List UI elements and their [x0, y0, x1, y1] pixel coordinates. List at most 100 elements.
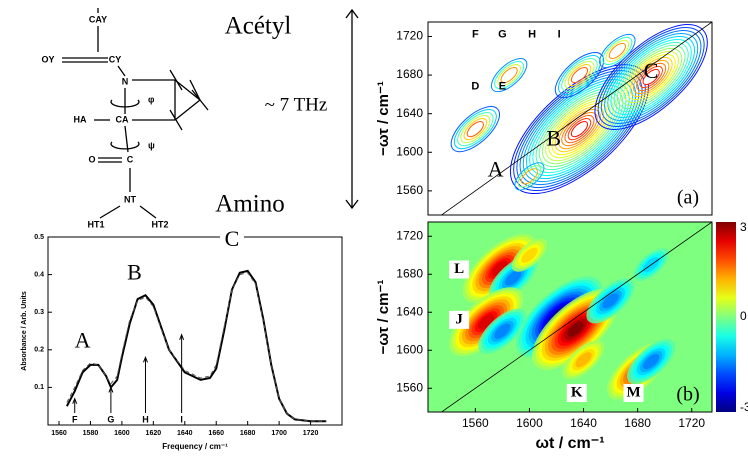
contour-level	[491, 260, 508, 277]
peak-label: M	[626, 384, 640, 400]
atom: HT2	[151, 219, 168, 229]
amino-label: Amino	[215, 191, 284, 218]
x-tick-label: 1640	[570, 416, 597, 430]
y-tick-label: 0.1	[34, 384, 44, 391]
contour-field	[428, 222, 712, 412]
contour-level	[567, 64, 592, 87]
atom: N	[122, 76, 129, 86]
atom: CAY	[89, 14, 107, 24]
x-tick-label: 1660	[208, 430, 224, 437]
label-bg	[623, 384, 644, 402]
contour-level	[558, 109, 601, 150]
contour-level	[532, 85, 627, 174]
contour-level	[602, 36, 633, 66]
atom: NT	[124, 194, 136, 204]
peak	[450, 106, 500, 153]
contour-level	[505, 270, 522, 286]
contour-level	[600, 30, 702, 124]
x-axis-title: Frequency / cm⁻¹	[162, 442, 228, 451]
peak-label: J	[455, 311, 463, 327]
atom: HA	[74, 114, 87, 124]
contour-level	[460, 115, 491, 144]
contour-level	[639, 65, 663, 89]
x-tick-label: 1580	[83, 430, 99, 437]
contour-level	[632, 59, 670, 95]
y-tick-label: 1600	[396, 342, 423, 356]
y-tick-label: 0.5	[34, 234, 44, 241]
arrow-head	[108, 386, 114, 393]
peak	[586, 278, 635, 324]
y-tick-label: 1600	[396, 144, 423, 158]
peak-label: I	[558, 28, 561, 40]
x-tick-label: 1600	[114, 430, 130, 437]
plot-frame	[427, 221, 713, 413]
peak-label: L	[454, 261, 464, 277]
marker-label: H	[142, 414, 149, 424]
label-bg	[566, 384, 587, 402]
contour-level	[594, 24, 708, 130]
contour-level	[520, 168, 539, 185]
contour-level	[494, 61, 525, 90]
contour-level	[616, 44, 686, 110]
bond	[189, 79, 201, 101]
atom: CY	[109, 54, 122, 64]
peak-label: E	[499, 81, 506, 93]
y-tick-label: 1720	[396, 228, 423, 242]
contour-level	[478, 314, 495, 330]
peak-label: G	[498, 28, 507, 40]
colorbar-tick-label: -3	[740, 400, 748, 414]
contour-level	[514, 162, 545, 191]
diagonal	[440, 222, 712, 412]
contour-level	[554, 106, 605, 153]
contour-level	[500, 66, 518, 84]
arrow-head	[72, 397, 78, 404]
x-tick-label: 1560	[51, 430, 67, 437]
contour-level	[466, 121, 484, 138]
bond	[174, 79, 201, 101]
atom: ψ	[148, 140, 155, 150]
y-axis-title: Absorbance / Arb. Units	[21, 291, 28, 371]
contour-level	[564, 61, 595, 90]
x-tick-label: 1560	[462, 416, 489, 430]
contour-level	[570, 66, 589, 84]
contour-level	[529, 82, 630, 177]
atom: O	[88, 154, 95, 164]
diagonal	[440, 22, 712, 215]
atom: C	[127, 154, 134, 164]
x-tick-label: 1700	[271, 430, 287, 437]
colorbar-tick-label: 3	[740, 220, 747, 234]
x-tick-label: 1680	[624, 416, 651, 430]
label-bg	[219, 228, 244, 253]
peak-label: C	[644, 58, 659, 83]
colorbar	[716, 222, 736, 412]
arrow-head	[179, 333, 185, 340]
peak-label: D	[471, 81, 479, 93]
contour-level	[599, 33, 636, 69]
peak-label: F	[472, 28, 479, 40]
arrow-head	[143, 355, 148, 363]
y-tick-label: 1680	[396, 266, 423, 280]
rotation-arrow	[110, 141, 140, 150]
plot-frame	[47, 236, 343, 426]
y-tick-label: 1560	[396, 380, 423, 394]
peak-label: B	[127, 260, 142, 285]
contour-level	[636, 62, 667, 92]
contour-level	[457, 112, 494, 147]
marker-label: G	[107, 414, 114, 424]
contour-level	[610, 39, 692, 116]
label-bg	[449, 260, 470, 279]
bond	[117, 65, 126, 77]
y-tick-label: 0.2	[34, 347, 44, 354]
bond	[169, 69, 183, 91]
contour-level	[561, 58, 598, 93]
atom: HT1	[87, 219, 104, 229]
contour-level	[497, 64, 521, 87]
molecule-labels: CAY OY CY N φ HA CA ψ O C NT HT1 HT2 Acé…	[41, 13, 327, 230]
contour-level	[564, 115, 595, 144]
contour-level	[575, 352, 592, 368]
plot-frame	[427, 21, 713, 216]
contour-level	[602, 293, 619, 309]
contour-level	[642, 68, 660, 86]
peak-label: A	[488, 157, 504, 182]
